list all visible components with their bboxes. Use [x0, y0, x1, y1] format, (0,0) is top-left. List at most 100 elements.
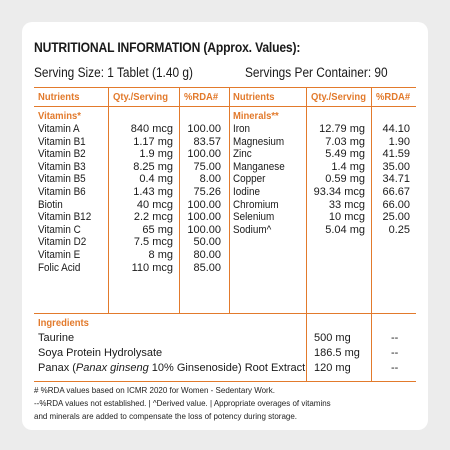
ingredient-panax: Panax (Panax ginseng 10% Ginsenoside) Ro… — [38, 362, 306, 374]
vitamin-qty-4: 0.4 mg — [139, 173, 173, 186]
mineral-name-2: Zinc — [233, 148, 252, 161]
col-divider-2 — [179, 87, 180, 314]
vitamin-name-2: Vitamin B2 — [38, 148, 86, 161]
vitamin-rda-9: 50.00 — [193, 236, 221, 249]
vitamin-rda-0: 100.00 — [187, 123, 221, 135]
vitamin-name-3: Vitamin B3 — [38, 160, 86, 173]
mineral-name-3: Manganese — [233, 160, 285, 173]
mineral-rda: 44.10 1.90 41.59 35.00 34.71 66.67 66.00 25.00 0… — [371, 123, 410, 236]
vitamin-name-10: Vitamin E — [38, 248, 81, 261]
serving-size: Serving Size: 1 Tablet (1.40 g) — [34, 65, 193, 80]
label-card — [22, 22, 428, 430]
footnote-1: # %RDA values based on ICMR 2020 for Wom… — [34, 385, 275, 395]
col-divider-3 — [229, 87, 230, 314]
vitamin-qty-11: 110 mcg — [131, 261, 173, 274]
vitamin-qty-10: 8 mg — [148, 248, 173, 261]
mineral-name-4: Copper — [233, 173, 266, 186]
mineral-quantities: 12.79 mg 7.03 mg 5.49 mg 1.4 mg 0.59 mg 93.34… — [306, 123, 365, 236]
header-rda: %RDA# — [184, 91, 219, 103]
mineral-rda-8: 0.25 — [388, 223, 410, 236]
vitamin-qty-6: 40 mcg — [136, 198, 173, 211]
mineral-rda-4: 34.71 — [382, 173, 410, 186]
ingredient-taurine: Taurine — [38, 332, 75, 344]
mineral-qty-6: 33 mcg — [328, 198, 365, 211]
mineral-name-0: Iron — [233, 123, 251, 135]
mineral-name-8: Sodium^ — [233, 223, 272, 236]
mineral-name-7: Selenium — [233, 211, 275, 224]
vitamin-qty-2: 1.9 mg — [139, 148, 173, 161]
vitamin-qty-7: 2.2 mcg — [133, 211, 173, 224]
vitamin-qty-9: 7.5 mcg — [133, 236, 173, 249]
header-nutrients-2: Nutrients — [233, 91, 275, 103]
vitamin-name-5: Vitamin B6 — [38, 185, 86, 198]
header-qty: Qty./Serving — [113, 91, 168, 103]
footnote-3: and minerals are added to compensate the… — [34, 411, 298, 421]
vitamin-names: Vitamin A Vitamin B1 Vitamin B2 Vitamin B3 V… — [38, 123, 108, 274]
mineral-qty-0: 12.79 mg — [319, 123, 365, 135]
vitamin-qty-1: 1.17 mg — [133, 135, 173, 148]
col-divider-1 — [108, 87, 109, 314]
vitamin-rda-4: 8.00 — [199, 173, 221, 186]
header-qty-2: Qty./Serving — [311, 91, 366, 103]
mineral-rda-2: 41.59 — [382, 148, 410, 161]
col-divider-5 — [371, 87, 372, 381]
vitamin-name-8: Vitamin C — [38, 223, 81, 236]
mineral-qty-1: 7.03 mg — [325, 135, 365, 148]
mineral-rda-5: 66.67 — [382, 185, 410, 198]
vitamin-rda-6: 100.00 — [187, 198, 221, 211]
vitamin-name-9: Vitamin D2 — [38, 236, 87, 249]
header-nutrients: Nutrients — [38, 91, 80, 103]
mineral-name-1: Magnesium — [233, 135, 285, 148]
mineral-name-5: Iodine — [233, 185, 260, 198]
vitamin-name-11: Folic Acid — [38, 261, 81, 274]
footnotes: # %RDA values based on ICMR 2020 for Wom… — [34, 384, 353, 423]
ingredient-rda: -- -- -- — [391, 332, 399, 374]
table-bottom-border — [34, 381, 416, 382]
vitamin-name-7: Vitamin B12 — [38, 211, 92, 224]
mineral-qty-8: 5.04 mg — [325, 223, 365, 236]
mineral-qty-4: 0.59 mg — [325, 173, 365, 186]
mineral-rda-1: 1.90 — [388, 135, 410, 148]
vitamin-rda: 100.00 83.57 100.00 75.00 8.00 75.26 100.00 100… — [179, 123, 221, 274]
vitamin-qty-5: 1.43 mg — [133, 185, 173, 198]
vitamin-rda-7: 100.00 — [187, 211, 221, 224]
vitamin-rda-11: 85.00 — [193, 261, 221, 274]
vitamins-label: Vitamins* — [38, 110, 81, 122]
ingredient-names: Taurine Soya Protein Hydrolysate Panax (… — [38, 331, 305, 376]
vitamin-qty-0: 840 mcg — [130, 123, 173, 135]
mineral-qty-2: 5.49 mg — [325, 148, 365, 161]
header-rda-2: %RDA# — [376, 91, 411, 103]
header-bottom-border — [34, 106, 416, 107]
vitamin-rda-5: 75.26 — [193, 185, 221, 198]
ingredient-soya: Soya Protein Hydrolysate — [38, 347, 163, 359]
mineral-rda-3: 35.00 — [382, 160, 410, 173]
vitamin-rda-3: 75.00 — [193, 160, 221, 173]
vitamin-rda-1: 83.57 — [193, 135, 221, 148]
table-top-border — [34, 87, 416, 88]
vitamin-rda-8: 100.00 — [187, 223, 221, 236]
vitamin-name-6: Biotin — [38, 198, 63, 211]
mineral-rda-0: 44.10 — [382, 123, 410, 135]
vitamin-name-4: Vitamin B5 — [38, 173, 86, 186]
ingredients-top-border — [34, 313, 416, 314]
mineral-rda-7: 25.00 — [382, 211, 410, 224]
mineral-qty-7: 10 mcg — [328, 211, 365, 224]
ingredient-quantities: 500 mg 186.5 mg 120 mg — [314, 332, 360, 374]
vitamin-rda-10: 80.00 — [193, 248, 221, 261]
mineral-rda-6: 66.00 — [382, 198, 410, 211]
mineral-qty-5: 93.34 mcg — [313, 185, 365, 198]
mineral-name-6: Chromium — [233, 198, 279, 211]
vitamin-name-0: Vitamin A — [38, 123, 80, 135]
page-title: NUTRITIONAL INFORMATION (Approx. Values)… — [34, 40, 301, 55]
vitamin-qty-8: 65 mg — [142, 223, 173, 236]
vitamin-quantities: 840 mcg 1.17 mg 1.9 mg 8.25 mg 0.4 mg 1.43 mg… — [108, 123, 173, 274]
col-divider-4 — [306, 87, 307, 381]
footnote-2: --%RDA values not established. | ^Derive… — [34, 398, 331, 408]
minerals-label: Minerals** — [233, 110, 279, 122]
ingredients-label: Ingredients — [38, 317, 89, 329]
vitamin-rda-2: 100.00 — [187, 148, 221, 161]
vitamin-qty-3: 8.25 mg — [133, 160, 173, 173]
vitamin-name-1: Vitamin B1 — [38, 135, 86, 148]
mineral-names: Iron Magnesium Zinc Manganese Copper Iodine Ch… — [233, 123, 305, 236]
mineral-qty-3: 1.4 mg — [331, 160, 365, 173]
